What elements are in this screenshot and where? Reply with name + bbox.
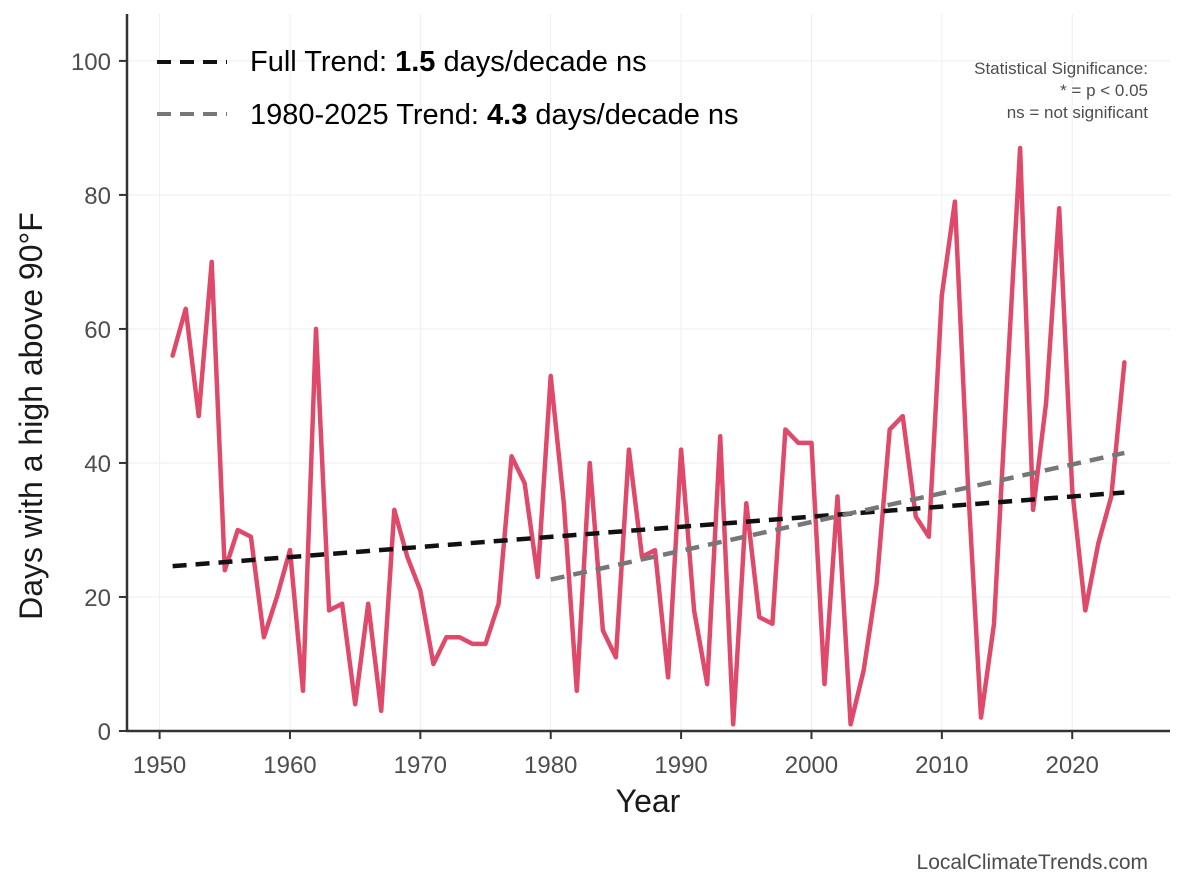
x-axis-title: Year: [616, 783, 681, 819]
significance-line-2: ns = not significant: [1007, 103, 1149, 122]
y-tick-label-100: 100: [71, 49, 111, 76]
y-tick-label-60: 60: [84, 317, 111, 344]
significance-title: Statistical Significance:: [974, 59, 1148, 78]
x-tick-label-1990: 1990: [654, 752, 707, 779]
significance-note: Statistical Significance: * = p < 0.05 n…: [974, 59, 1148, 122]
trend-lines: [172, 450, 1125, 582]
x-tick-label-1960: 1960: [263, 752, 316, 779]
x-tick-label-1950: 1950: [133, 752, 186, 779]
y-tick-label-80: 80: [84, 183, 111, 210]
x-tick-label-2010: 2010: [915, 752, 968, 779]
series-line-days-above-90: [170, 145, 1127, 727]
x-tick-label-1970: 1970: [394, 752, 447, 779]
legend-recent-suffix: days/decade ns: [527, 99, 738, 131]
legend-full-suffix: days/decade ns: [435, 46, 646, 78]
legend: Full Trend: 1.5 days/decade ns 1980-2025…: [157, 46, 739, 131]
y-tick-label-0: 0: [98, 719, 111, 746]
x-tick-label-2000: 2000: [785, 752, 838, 779]
series: [170, 145, 1127, 727]
axes: [125, 14, 1170, 733]
x-tick-label-2020: 2020: [1046, 752, 1099, 779]
x-tick-label-1980: 1980: [524, 752, 577, 779]
credit-text: LocalClimateTrends.com: [917, 851, 1148, 874]
grid: [127, 14, 1170, 732]
trend-line-recent: [550, 450, 1125, 582]
x-axis-ticks: 1950 1960 1970 1980 1990 2000 2010 2020: [133, 731, 1099, 779]
significance-line-1: * = p < 0.05: [1060, 81, 1148, 100]
legend-full-trend-label: Full Trend: 1.5 days/decade ns: [250, 46, 647, 78]
y-axis-title: Days with a high above 90°F: [13, 212, 49, 620]
y-tick-label-40: 40: [84, 451, 111, 478]
trend-line-full: [172, 490, 1125, 569]
legend-recent-value: 4.3: [487, 99, 527, 131]
y-tick-label-20: 20: [84, 585, 111, 612]
y-axis-ticks: 0 20 40 60 80 100: [71, 49, 127, 746]
legend-recent-prefix: 1980-2025 Trend:: [250, 99, 487, 131]
legend-full-prefix: Full Trend:: [250, 46, 395, 78]
legend-recent-trend-label: 1980-2025 Trend: 4.3 days/decade ns: [250, 99, 739, 131]
legend-full-value: 1.5: [395, 46, 435, 78]
